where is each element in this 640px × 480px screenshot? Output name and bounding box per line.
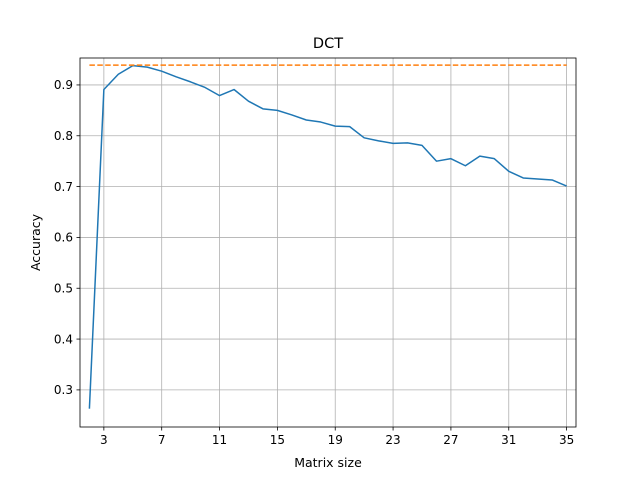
x-tick-label: 35 [559,433,574,447]
x-tick-label: 3 [100,433,108,447]
x-tick-label: 11 [212,433,227,447]
y-tick-label: 0.7 [54,180,73,194]
x-tick-label: 23 [385,433,400,447]
x-tick-label: 19 [328,433,343,447]
x-tick-label: 31 [501,433,516,447]
y-axis: 0.3 0.4 0.5 0.6 0.7 0.8 0.9 [54,78,80,397]
y-tick-label: 0.3 [54,383,73,397]
x-tick-label: 7 [158,433,166,447]
x-tick-label: 27 [443,433,458,447]
y-tick-label: 0.6 [54,231,73,245]
x-axis: 3 7 11 15 19 23 27 31 35 [100,427,574,447]
y-tick-label: 0.8 [54,129,73,143]
y-tick-label: 0.4 [54,332,73,346]
y-axis-label: Accuracy [28,213,43,271]
x-tick-label: 15 [270,433,285,447]
chart-title: DCT [313,36,343,52]
y-tick-label: 0.5 [54,281,73,295]
plot-frame [79,57,577,428]
y-tick-label: 0.9 [54,78,73,92]
x-axis-label: Matrix size [294,455,362,470]
grid [80,58,576,427]
series-group [88,64,567,409]
series-line-1 [88,64,567,409]
